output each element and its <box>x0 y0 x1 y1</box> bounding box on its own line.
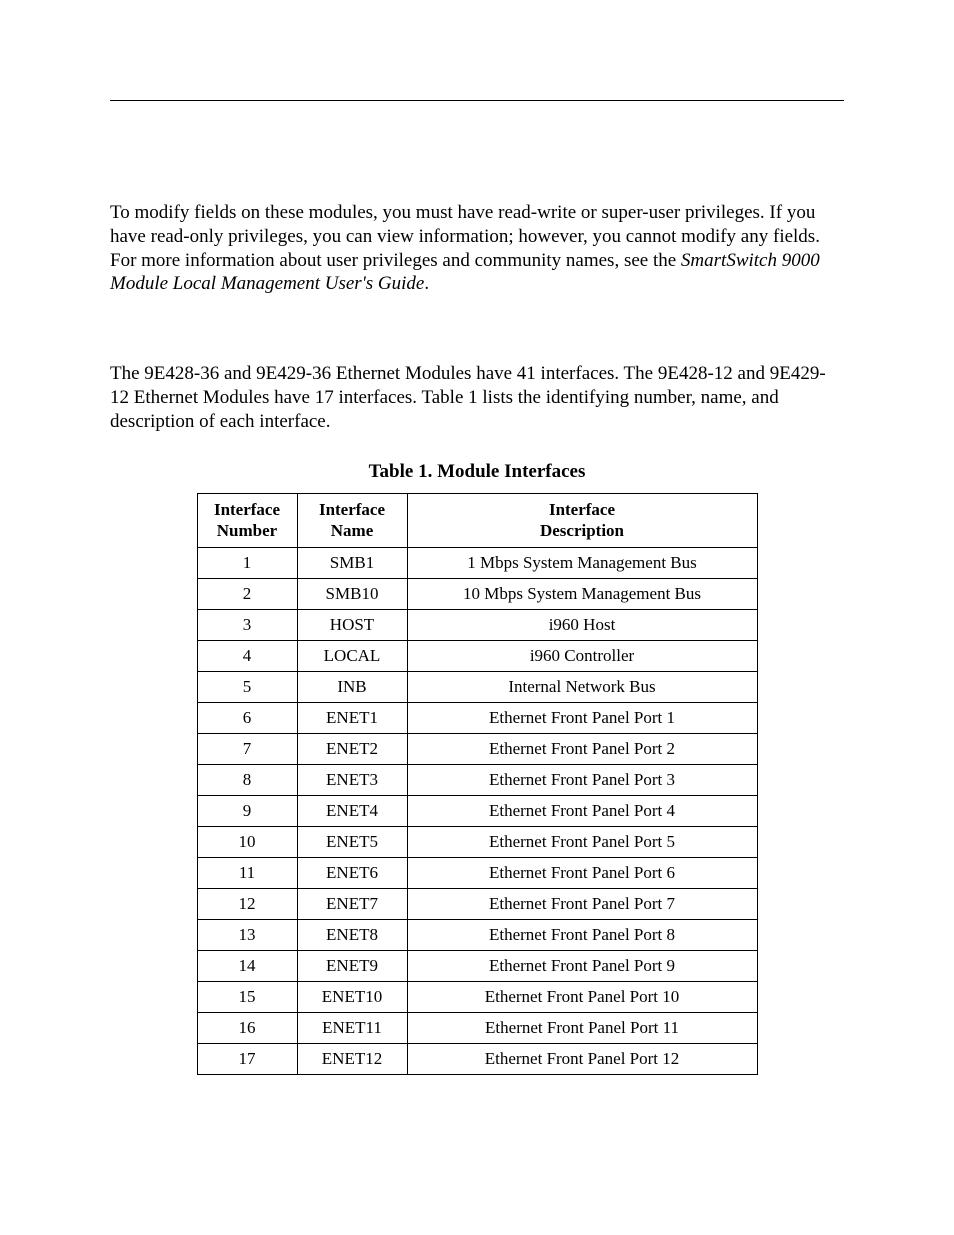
cell-interface-description: Ethernet Front Panel Port 7 <box>407 889 757 920</box>
cell-interface-description: Ethernet Front Panel Port 5 <box>407 827 757 858</box>
table-row: 3HOSTi960 Host <box>197 610 757 641</box>
intro-paragraph-2: The 9E428-36 and 9E429-36 Ethernet Modul… <box>110 362 844 433</box>
cell-interface-description: Ethernet Front Panel Port 6 <box>407 858 757 889</box>
cell-interface-number: 9 <box>197 796 297 827</box>
cell-interface-number: 16 <box>197 1013 297 1044</box>
table-row: 17ENET12Ethernet Front Panel Port 12 <box>197 1044 757 1075</box>
cell-interface-name: ENET11 <box>297 1013 407 1044</box>
cell-interface-number: 1 <box>197 548 297 579</box>
cell-interface-name: ENET12 <box>297 1044 407 1075</box>
table-row: 14ENET9Ethernet Front Panel Port 9 <box>197 951 757 982</box>
cell-interface-description: Ethernet Front Panel Port 9 <box>407 951 757 982</box>
table-caption: Table 1. Module Interfaces <box>110 461 844 483</box>
table-row: 13ENET8Ethernet Front Panel Port 8 <box>197 920 757 951</box>
cell-interface-description: Ethernet Front Panel Port 11 <box>407 1013 757 1044</box>
cell-interface-description: 10 Mbps System Management Bus <box>407 579 757 610</box>
cell-interface-description: Ethernet Front Panel Port 1 <box>407 703 757 734</box>
cell-interface-number: 17 <box>197 1044 297 1075</box>
table-row: 4LOCALi960 Controller <box>197 641 757 672</box>
table-row: 16ENET11Ethernet Front Panel Port 11 <box>197 1013 757 1044</box>
cell-interface-name: ENET9 <box>297 951 407 982</box>
cell-interface-name: ENET5 <box>297 827 407 858</box>
cell-interface-number: 3 <box>197 610 297 641</box>
cell-interface-description: 1 Mbps System Management Bus <box>407 548 757 579</box>
cell-interface-description: Internal Network Bus <box>407 672 757 703</box>
col-header-name: Interface Name <box>297 494 407 548</box>
cell-interface-name: LOCAL <box>297 641 407 672</box>
table-row: 5INBInternal Network Bus <box>197 672 757 703</box>
col-header-name-line2: Name <box>302 521 403 541</box>
table-row: 15ENET10Ethernet Front Panel Port 10 <box>197 982 757 1013</box>
table-row: 1SMB11 Mbps System Management Bus <box>197 548 757 579</box>
cell-interface-description: Ethernet Front Panel Port 2 <box>407 734 757 765</box>
cell-interface-description: Ethernet Front Panel Port 3 <box>407 765 757 796</box>
cell-interface-name: ENET7 <box>297 889 407 920</box>
cell-interface-description: Ethernet Front Panel Port 10 <box>407 982 757 1013</box>
cell-interface-number: 12 <box>197 889 297 920</box>
cell-interface-description: i960 Controller <box>407 641 757 672</box>
interfaces-table: Interface Number Interface Name Interfac… <box>197 493 758 1075</box>
cell-interface-number: 4 <box>197 641 297 672</box>
cell-interface-name: ENET6 <box>297 858 407 889</box>
cell-interface-name: SMB10 <box>297 579 407 610</box>
cell-interface-name: ENET2 <box>297 734 407 765</box>
cell-interface-name: ENET1 <box>297 703 407 734</box>
table-row: 7ENET2Ethernet Front Panel Port 2 <box>197 734 757 765</box>
cell-interface-description: i960 Host <box>407 610 757 641</box>
table-header: Interface Number Interface Name Interfac… <box>197 494 757 548</box>
cell-interface-number: 2 <box>197 579 297 610</box>
col-header-name-line1: Interface <box>302 500 403 520</box>
cell-interface-name: SMB1 <box>297 548 407 579</box>
cell-interface-description: Ethernet Front Panel Port 8 <box>407 920 757 951</box>
document-page: To modify fields on these modules, you m… <box>0 0 954 1235</box>
intro-paragraph-1: To modify fields on these modules, you m… <box>110 201 844 296</box>
cell-interface-number: 11 <box>197 858 297 889</box>
table-body: 1SMB11 Mbps System Management Bus2SMB101… <box>197 548 757 1075</box>
cell-interface-description: Ethernet Front Panel Port 4 <box>407 796 757 827</box>
table-row: 11ENET6Ethernet Front Panel Port 6 <box>197 858 757 889</box>
p1-text-suffix: . <box>424 273 429 294</box>
table-row: 10ENET5Ethernet Front Panel Port 5 <box>197 827 757 858</box>
col-header-description-line1: Interface <box>412 500 753 520</box>
header-rule <box>110 100 844 101</box>
cell-interface-description: Ethernet Front Panel Port 12 <box>407 1044 757 1075</box>
cell-interface-number: 13 <box>197 920 297 951</box>
cell-interface-number: 14 <box>197 951 297 982</box>
cell-interface-name: ENET4 <box>297 796 407 827</box>
col-header-number-line1: Interface <box>202 500 293 520</box>
cell-interface-name: ENET3 <box>297 765 407 796</box>
col-header-description: Interface Description <box>407 494 757 548</box>
table-row: 9ENET4Ethernet Front Panel Port 4 <box>197 796 757 827</box>
cell-interface-number: 6 <box>197 703 297 734</box>
table-row: 8ENET3Ethernet Front Panel Port 3 <box>197 765 757 796</box>
cell-interface-name: ENET8 <box>297 920 407 951</box>
page-header <box>110 80 844 100</box>
cell-interface-number: 7 <box>197 734 297 765</box>
table-row: 2SMB1010 Mbps System Management Bus <box>197 579 757 610</box>
col-header-number-line2: Number <box>202 521 293 541</box>
col-header-number: Interface Number <box>197 494 297 548</box>
section-spacer <box>110 314 844 362</box>
table-row: 6ENET1Ethernet Front Panel Port 1 <box>197 703 757 734</box>
cell-interface-name: HOST <box>297 610 407 641</box>
cell-interface-number: 10 <box>197 827 297 858</box>
col-header-description-line2: Description <box>412 521 753 541</box>
cell-interface-number: 8 <box>197 765 297 796</box>
table-row: 12ENET7Ethernet Front Panel Port 7 <box>197 889 757 920</box>
cell-interface-number: 15 <box>197 982 297 1013</box>
cell-interface-number: 5 <box>197 672 297 703</box>
cell-interface-name: INB <box>297 672 407 703</box>
cell-interface-name: ENET10 <box>297 982 407 1013</box>
table-header-row: Interface Number Interface Name Interfac… <box>197 494 757 548</box>
